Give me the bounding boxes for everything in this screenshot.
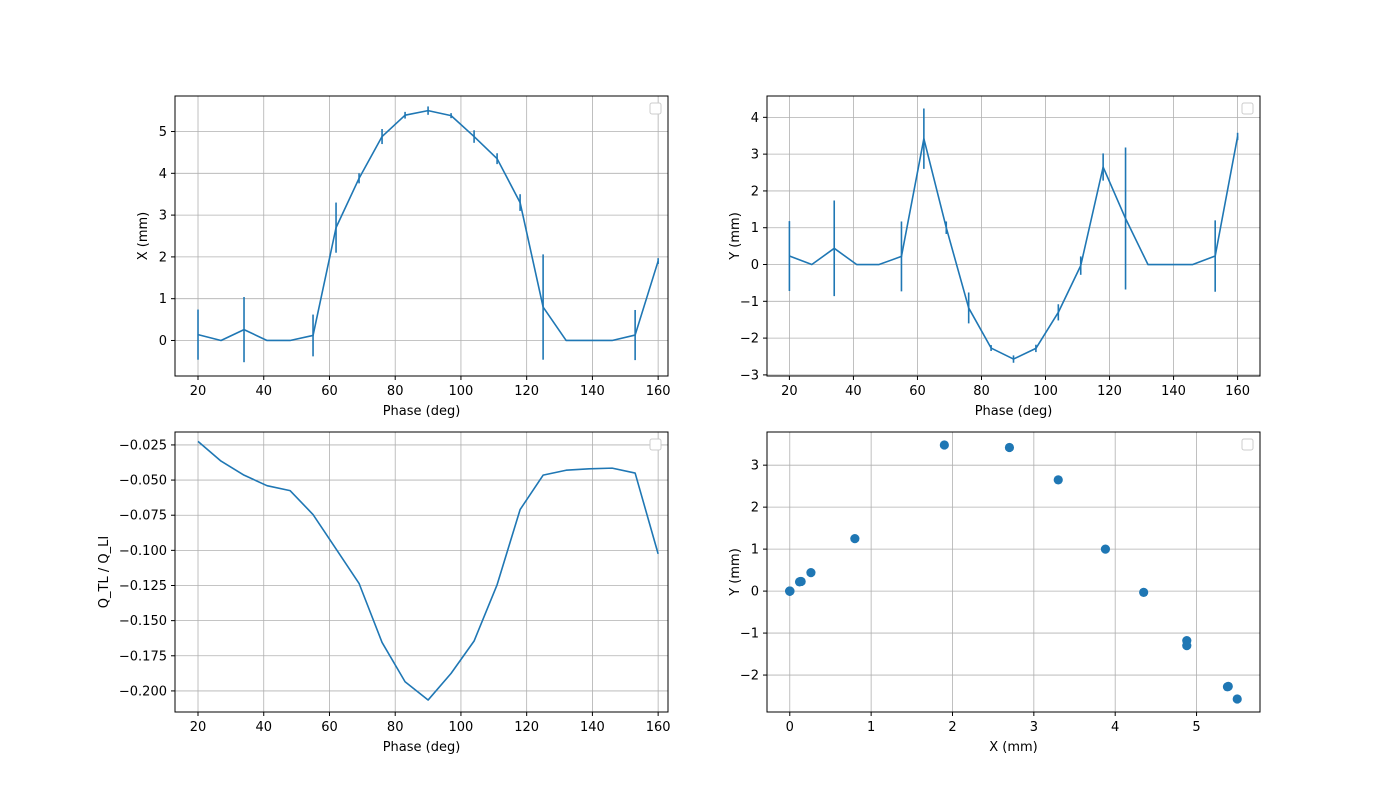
x-tick-label: 3	[1030, 720, 1038, 735]
y-tick-label: 2	[751, 501, 759, 516]
legend-box	[649, 102, 662, 115]
y-tick-label: −1	[740, 627, 759, 642]
x-tick-label: 40	[255, 384, 272, 399]
subplot-q-ratio-vs-phase: 20 40 60 80 100 120 140 160 −0.200 −0.175 −0.150 −0…	[97, 431, 671, 755]
scatter-point	[1139, 587, 1149, 597]
x-tick-label: 2	[948, 720, 956, 735]
x-tick-label: 60	[321, 720, 338, 735]
x-tick-label: 140	[580, 384, 605, 399]
scatter-point	[939, 440, 949, 450]
y-tick-label: 1	[751, 221, 759, 236]
scatter-point	[1004, 442, 1015, 453]
scatter-point	[1223, 681, 1233, 691]
y-tick-label: −1	[740, 295, 759, 310]
y-tick-label: −2	[740, 332, 759, 347]
series-line	[197, 440, 659, 701]
y-tick-label: −0.050	[119, 474, 167, 489]
y-tick-label: −0.025	[119, 438, 167, 453]
y-axis-label: Y (mm)	[728, 548, 743, 597]
axes-frame	[174, 95, 669, 377]
x-tick-label: 40	[845, 384, 862, 399]
y-tick-label: −0.150	[119, 614, 167, 629]
x-tick-label: 100	[1033, 384, 1058, 399]
x-tick-label: 60	[321, 384, 338, 399]
legend-box	[649, 438, 662, 451]
y-axis-label: X (mm)	[136, 212, 151, 261]
y-tick-label: 3	[159, 209, 167, 224]
x-tick-label: 160	[646, 384, 671, 399]
axes-frame	[766, 431, 1261, 713]
y-tick-label: 1	[751, 543, 759, 558]
y-tick-label: −2	[740, 669, 759, 684]
plot-layer: 20 40 60 80 100 120 140 160 −3 −2 −1 0 1 2 3 4	[740, 95, 1261, 399]
axes-frame	[766, 95, 1261, 377]
x-tick-label: 160	[646, 720, 671, 735]
axes-frame	[174, 431, 669, 713]
y-tick-label: −0.075	[119, 509, 167, 524]
y-tick-label: 0	[751, 258, 759, 273]
scatter-point	[1053, 475, 1063, 485]
y-tick-label: 1	[159, 292, 167, 307]
y-tick-label: 0	[159, 334, 167, 349]
y-tick-label: 4	[751, 111, 759, 126]
x-tick-label: 20	[190, 720, 207, 735]
x-axis-label: X (mm)	[989, 740, 1038, 755]
scatter-point	[806, 568, 816, 578]
legend-box	[1241, 102, 1254, 115]
y-tick-label: 4	[159, 167, 167, 182]
series-line	[789, 136, 1239, 360]
scatter-point	[785, 586, 795, 596]
y-tick-label: 5	[159, 125, 167, 140]
x-tick-label: 20	[781, 384, 798, 399]
y-tick-label: 3	[751, 459, 759, 474]
plot-layer: 20 40 60 80 100 120 140 160 −0.200 −0.175 −0.150 −0…	[119, 431, 671, 735]
y-tick-label: −0.100	[119, 544, 167, 559]
x-tick-label: 80	[387, 720, 404, 735]
x-tick-label: 140	[1161, 384, 1186, 399]
x-tick-label: 80	[973, 384, 990, 399]
y-tick-label: 3	[751, 148, 759, 163]
x-tick-label: 1	[867, 720, 875, 735]
x-tick-label: 40	[255, 720, 272, 735]
x-tick-label: 100	[449, 720, 474, 735]
x-tick-label: 120	[514, 720, 539, 735]
x-tick-label: 0	[786, 720, 794, 735]
x-tick-label: 20	[190, 384, 207, 399]
x-axis-label: Phase (deg)	[383, 404, 461, 419]
y-tick-label: 2	[159, 250, 167, 265]
y-tick-label: 0	[751, 585, 759, 600]
scatter-point	[1232, 694, 1242, 704]
x-tick-label: 4	[1111, 720, 1119, 735]
scatter-point	[796, 576, 806, 587]
series-line	[197, 109, 659, 342]
plot-layer: 20 40 60 80 100 120 140 160 0 1 2 3 4 5	[159, 95, 671, 399]
x-tick-label: 80	[387, 384, 404, 399]
x-axis-label: Phase (deg)	[975, 404, 1053, 419]
x-tick-label: 120	[514, 384, 539, 399]
x-tick-label: 60	[909, 384, 926, 399]
scatter-point	[1100, 544, 1111, 554]
x-tick-label: 140	[580, 720, 605, 735]
y-tick-label: −0.175	[119, 649, 167, 664]
y-axis-label: Q_TL / Q_LI	[97, 536, 112, 608]
legend-box	[1241, 438, 1254, 451]
subplot-y-vs-phase: 20 40 60 80 100 120 140 160 −3 −2 −1 0 1 2 3 4 Phase (d…	[728, 95, 1261, 419]
plot-layer: 0 1 2 3 4 5 −2 −1 0 1 2 3	[740, 431, 1261, 735]
y-tick-label: −0.200	[119, 684, 167, 699]
scatter-point	[850, 534, 860, 544]
scatter-point	[1182, 641, 1192, 651]
x-axis-label: Phase (deg)	[383, 740, 461, 755]
y-tick-label: −0.125	[119, 579, 167, 594]
x-tick-label: 160	[1225, 384, 1250, 399]
subplot-x-vs-phase: 20 40 60 80 100 120 140 160 0 1 2 3 4 5 Phase (deg) X…	[136, 95, 671, 419]
y-axis-label: Y (mm)	[728, 212, 743, 261]
y-tick-label: −3	[740, 368, 759, 383]
x-tick-label: 120	[1097, 384, 1122, 399]
y-tick-label: 2	[751, 184, 759, 199]
subplot-y-vs-x: 0 1 2 3 4 5 −2 −1 0 1 2 3 X (mm) Y (mm)	[728, 431, 1261, 755]
x-tick-label: 100	[449, 384, 474, 399]
x-tick-label: 5	[1192, 720, 1200, 735]
